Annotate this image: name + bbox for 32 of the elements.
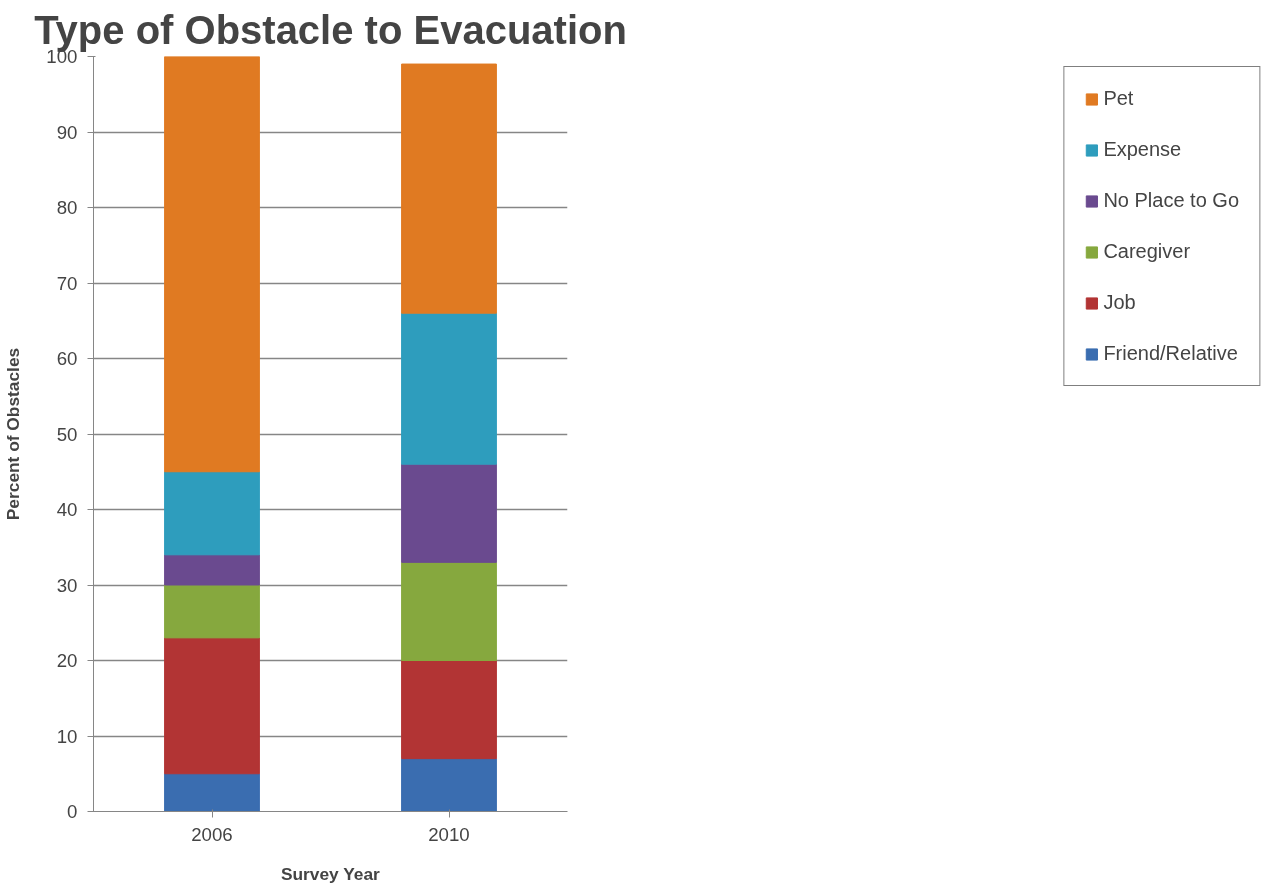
bar xyxy=(401,660,497,760)
y-tick-label: 60 xyxy=(56,348,78,369)
bar xyxy=(401,63,497,314)
y-tick-label: 70 xyxy=(56,272,78,294)
bar xyxy=(401,561,497,661)
y-axis-title: Percent of Obstacles xyxy=(3,347,24,521)
bar xyxy=(164,637,260,775)
bar xyxy=(401,463,497,563)
x-axis-title: Survey Year xyxy=(280,863,381,884)
y-tick-label: 90 xyxy=(56,121,78,143)
y-tick-label: 10 xyxy=(56,725,78,747)
bar xyxy=(164,471,260,556)
y-tick-label: 30 xyxy=(56,574,78,596)
bar xyxy=(401,312,497,465)
y-tick-label: 0 xyxy=(67,801,78,822)
y-tick-label: 80 xyxy=(56,197,78,218)
y-tick-label: 40 xyxy=(56,499,78,520)
legend-label: Job xyxy=(1103,291,1136,314)
bar xyxy=(401,758,497,812)
legend-label: Caregiver xyxy=(1103,240,1191,263)
y-tick-label: 50 xyxy=(56,423,78,445)
y-tick-label: 20 xyxy=(56,650,78,671)
legend-label: Friend/Relative xyxy=(1103,342,1238,365)
x-tick-label: 2006 xyxy=(191,823,233,845)
bar xyxy=(164,773,260,812)
legend-label: No Place to Go xyxy=(1103,189,1239,212)
bar xyxy=(164,584,260,639)
x-tick-label: 2010 xyxy=(428,823,470,845)
bar xyxy=(164,56,260,473)
legend-label: Expense xyxy=(1103,138,1182,161)
legend-label: Pet xyxy=(1103,87,1134,110)
bar xyxy=(164,554,260,586)
